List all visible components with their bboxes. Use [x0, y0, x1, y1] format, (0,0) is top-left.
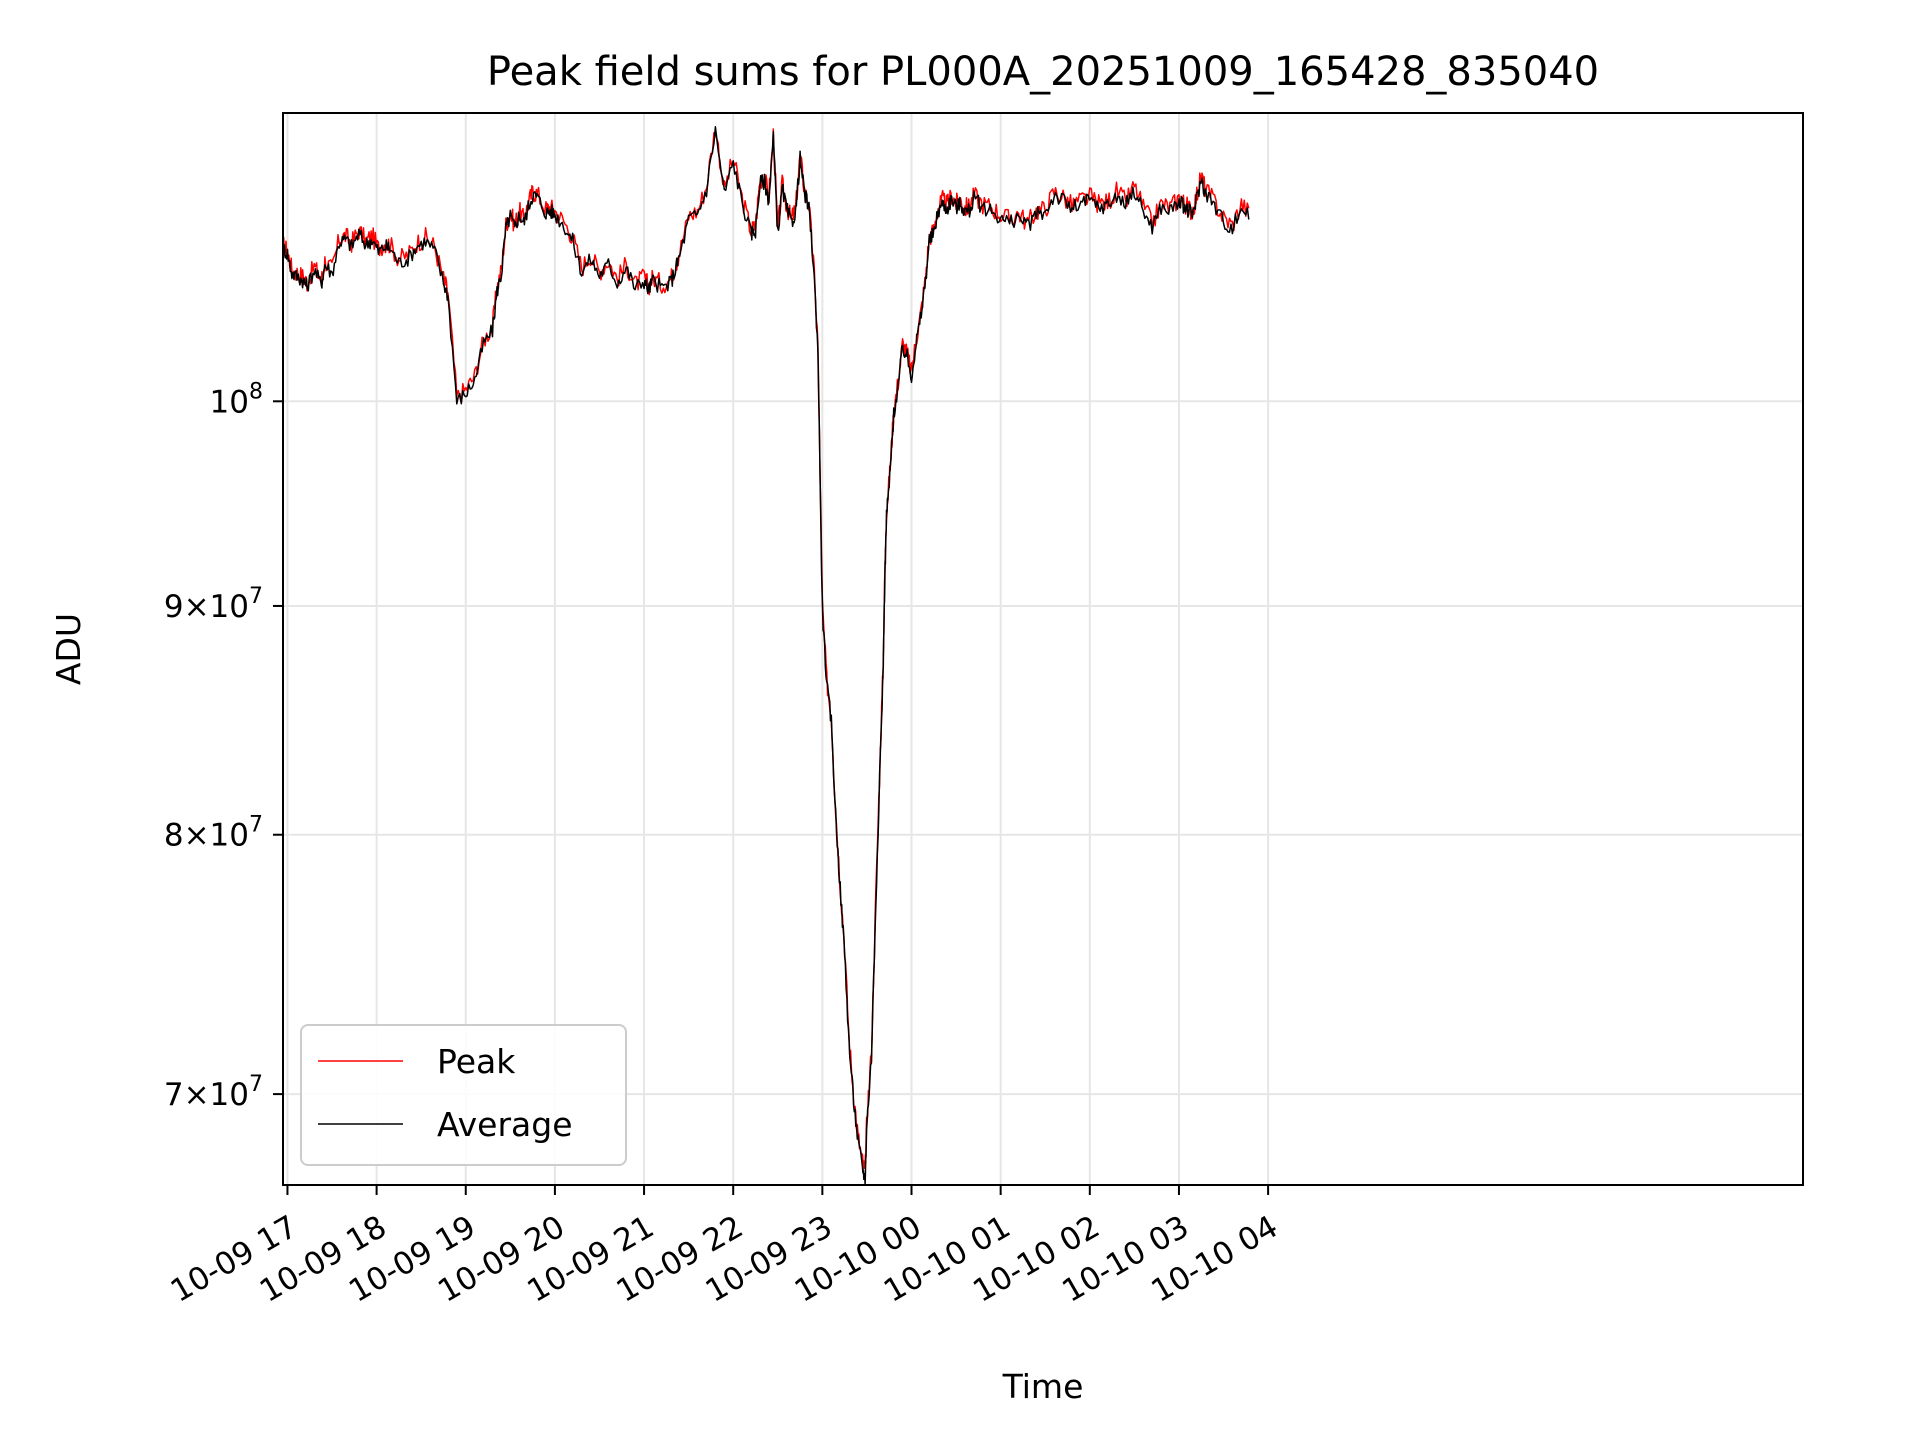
legend-box — [300, 1024, 627, 1166]
y-tick-label: 7×107 — [164, 1072, 263, 1113]
x-axis-label: Time — [1002, 1367, 1084, 1406]
y-axis: 108 9×107 8×107 7×107 — [164, 379, 283, 1113]
legend-label-peak: Peak — [437, 1042, 516, 1081]
chart-title: Peak field sums for PL000A_20251009_1654… — [487, 49, 1599, 95]
legend-label-average: Average — [437, 1105, 573, 1144]
y-tick-label: 9×107 — [164, 584, 263, 625]
y-tick-label: 8×107 — [164, 813, 263, 854]
series-group — [282, 126, 1250, 1185]
legend: Peak Average — [300, 1024, 627, 1166]
plot-frame — [282, 112, 1804, 1186]
series-line-average — [282, 126, 1250, 1185]
y-axis-label: ADU — [49, 613, 88, 685]
y-tick-label: 108 — [210, 379, 263, 420]
